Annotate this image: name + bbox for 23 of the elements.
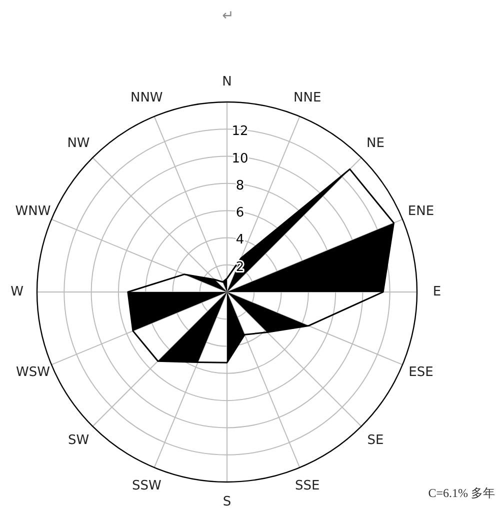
- spoke-label: SW: [68, 432, 90, 448]
- spoke-label: NW: [67, 136, 90, 152]
- text: ↵: [222, 8, 234, 24]
- spoke-label: NNE: [294, 90, 322, 106]
- spoke-label: W: [10, 284, 24, 300]
- y-tick-label: 10: [232, 151, 248, 166]
- spoke-label: WNW: [15, 204, 51, 220]
- y-tick-label: 6: [236, 206, 244, 221]
- spoke-label: ESE: [408, 364, 434, 380]
- spoke-label: SSW: [132, 478, 162, 494]
- spoke-label: SE: [367, 432, 384, 448]
- spoke-label: N: [222, 74, 232, 90]
- spoke-label: NNW: [130, 90, 163, 106]
- spoke-label: NE: [366, 136, 384, 152]
- spoke-label: ENE: [408, 204, 434, 220]
- spoke-label: SSE: [295, 478, 320, 494]
- spoke-label: E: [432, 284, 442, 300]
- spoke-label: S: [222, 494, 232, 510]
- text: C=6.1% 多年: [428, 486, 495, 500]
- spoke-label: WSW: [16, 364, 50, 380]
- y-tick-label: 12: [232, 124, 248, 140]
- y-tick-label: 8: [236, 178, 244, 194]
- y-tick-label: 4: [236, 232, 244, 248]
